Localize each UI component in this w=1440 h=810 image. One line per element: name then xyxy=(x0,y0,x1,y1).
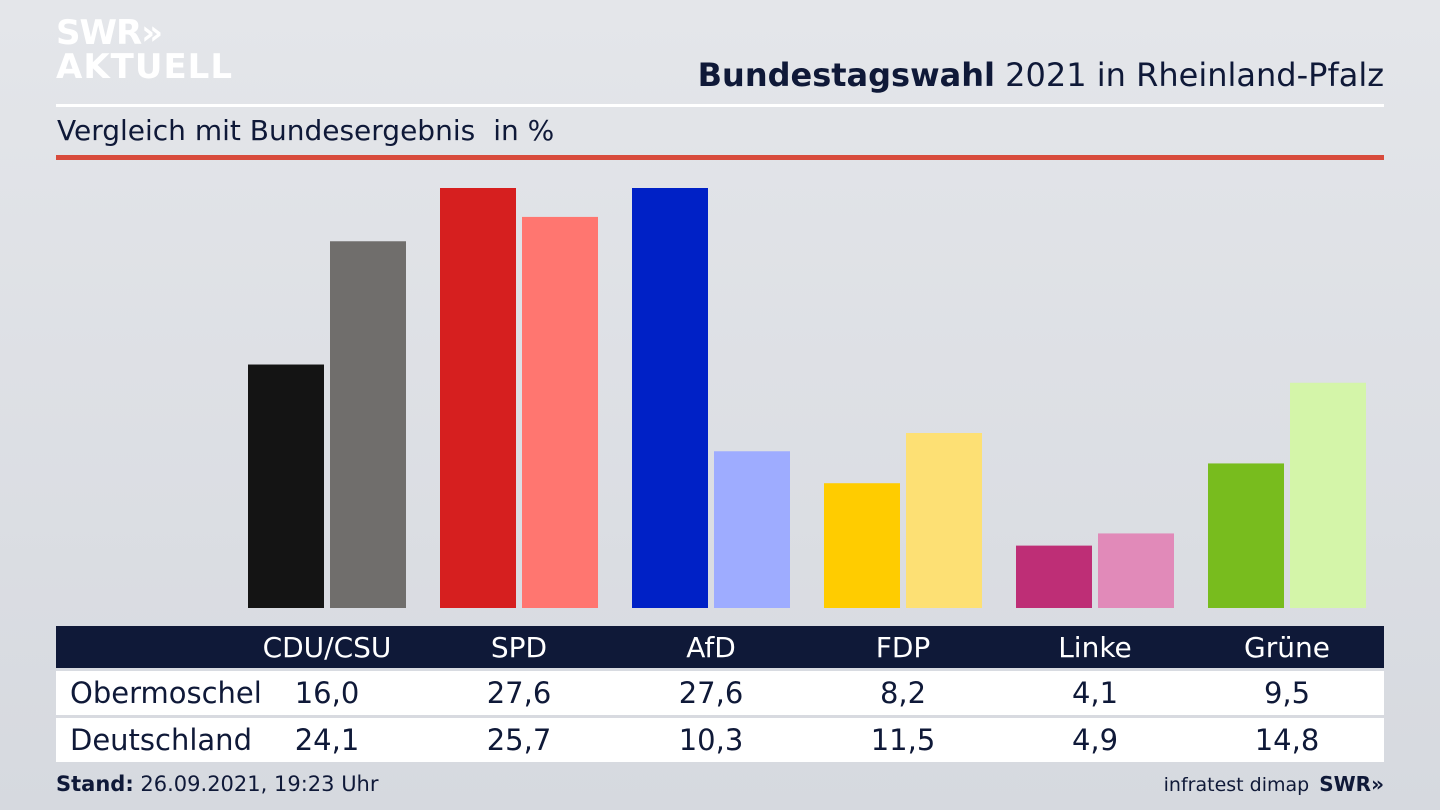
source-credit: infratest dimap SWR» xyxy=(1164,772,1384,796)
column-header-gr-ne: Grüne xyxy=(1244,630,1330,664)
value-linke: 4,1 xyxy=(1071,676,1119,710)
stand-value: 26.09.2021, 19:23 Uhr xyxy=(140,772,379,796)
unit-label: in % xyxy=(493,114,555,147)
bar-spd-deutschland xyxy=(522,216,598,609)
value-cdu-csu: 16,0 xyxy=(294,676,360,710)
column-header-spd: SPD xyxy=(490,630,548,664)
swr-brand-mark: SWR» xyxy=(1319,772,1384,796)
subtitle-divider xyxy=(56,155,1384,160)
title-rest: 2021 in Rheinland-Pfalz xyxy=(1005,56,1384,94)
table-row-deutschland: Deutschland 24,1 25,7 10,3 11,5 4,9 14,8 xyxy=(56,718,1384,762)
column-header-afd: AfD xyxy=(686,630,736,664)
chart-subtitle: Vergleich mit Bundesergebnis in % xyxy=(57,114,554,147)
title-bold: Bundestagswahl xyxy=(697,56,995,94)
row-label: Obermoschel xyxy=(70,676,262,710)
bar-linke-deutschland xyxy=(1098,533,1174,608)
bar-afd-deutschland xyxy=(714,451,790,608)
column-header-linke: Linke xyxy=(1058,630,1132,664)
column-header-cdu-csu: CDU/CSU xyxy=(262,630,392,664)
logo-line-1: SWR» xyxy=(56,13,163,53)
value-gr-ne: 14,8 xyxy=(1254,723,1320,757)
page-title: Bundestagswahl 2021 in Rheinland-Pfalz xyxy=(698,56,1384,94)
bar-gr-ne-deutschland xyxy=(1290,382,1366,608)
value-spd: 27,6 xyxy=(486,676,552,710)
column-header-fdp: FDP xyxy=(875,630,931,664)
title-divider xyxy=(56,104,1384,107)
bar-fdp-obermoschel xyxy=(824,483,900,608)
bar-fdp-deutschland xyxy=(906,433,982,608)
value-fdp: 8,2 xyxy=(879,676,927,710)
bar-linke-obermoschel xyxy=(1016,545,1092,608)
bar-gr-ne-obermoschel xyxy=(1208,463,1284,608)
timestamp: Stand: 26.09.2021, 19:23 Uhr xyxy=(56,772,379,796)
subtitle-text: Vergleich mit Bundesergebnis xyxy=(57,114,476,147)
bar-chart xyxy=(248,188,1366,609)
bar-cdu-csu-deutschland xyxy=(330,241,406,608)
row-label: Deutschland xyxy=(70,723,252,757)
source-label: infratest dimap xyxy=(1163,774,1310,796)
value-cdu-csu: 24,1 xyxy=(294,723,360,757)
value-spd: 25,7 xyxy=(486,723,552,757)
stand-label: Stand: xyxy=(56,772,134,796)
value-afd: 27,6 xyxy=(678,676,744,710)
value-gr-ne: 9,5 xyxy=(1263,676,1311,710)
logo-line-2: AKTUELL xyxy=(56,47,234,87)
bar-afd-obermoschel xyxy=(632,188,708,608)
value-fdp: 11,5 xyxy=(870,723,936,757)
table-header: CDU/CSU SPD AfD FDP Linke Grüne xyxy=(56,626,1384,668)
table-row-obermoschel: Obermoschel 16,0 27,6 27,6 8,2 4,1 9,5 xyxy=(56,671,1384,715)
value-afd: 10,3 xyxy=(678,723,744,757)
value-linke: 4,9 xyxy=(1071,723,1119,757)
bar-spd-obermoschel xyxy=(440,188,516,608)
bar-cdu-csu-obermoschel xyxy=(248,364,324,608)
results-table: CDU/CSU SPD AfD FDP Linke Grüne Obermoschel 1… xyxy=(56,626,1384,762)
swr-aktuell-logo: SWR» AKTUELL xyxy=(56,16,233,84)
